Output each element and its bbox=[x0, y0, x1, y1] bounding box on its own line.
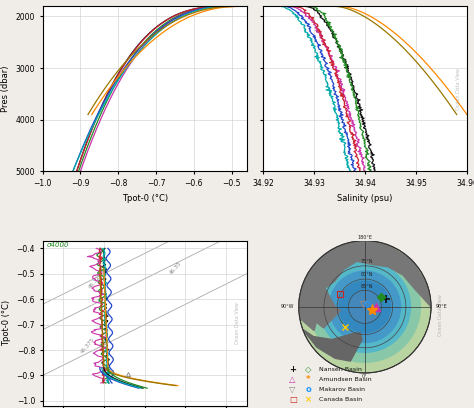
Y-axis label: Tpot-0 (°C): Tpot-0 (°C) bbox=[2, 300, 11, 346]
Circle shape bbox=[328, 271, 401, 343]
Circle shape bbox=[309, 251, 421, 363]
Text: σ4000: σ4000 bbox=[47, 242, 69, 248]
Circle shape bbox=[338, 280, 392, 333]
Circle shape bbox=[348, 290, 382, 324]
Polygon shape bbox=[303, 329, 362, 361]
Circle shape bbox=[299, 241, 431, 373]
Text: o: o bbox=[305, 385, 311, 394]
Text: 46.375: 46.375 bbox=[79, 337, 96, 355]
Text: Ocean Data View: Ocean Data View bbox=[456, 68, 461, 110]
Text: Nansen Basin: Nansen Basin bbox=[319, 367, 362, 372]
Text: 46.35: 46.35 bbox=[169, 261, 183, 276]
X-axis label: Salinity (psu): Salinity (psu) bbox=[337, 193, 392, 202]
Text: 180°E: 180°E bbox=[357, 235, 373, 240]
Text: Canada Basin: Canada Basin bbox=[319, 397, 362, 402]
Text: ▽: ▽ bbox=[289, 385, 295, 394]
Text: 90°W: 90°W bbox=[280, 304, 294, 309]
Text: 85°N: 85°N bbox=[360, 284, 373, 288]
Polygon shape bbox=[299, 284, 317, 330]
Text: +: + bbox=[289, 365, 296, 374]
Text: Ocean Data View: Ocean Data View bbox=[236, 302, 240, 344]
Polygon shape bbox=[299, 241, 431, 307]
Text: ◇: ◇ bbox=[305, 365, 312, 374]
Text: Makarov Basin: Makarov Basin bbox=[319, 387, 365, 392]
Text: 90°E: 90°E bbox=[436, 304, 448, 309]
Text: Ocean Data View: Ocean Data View bbox=[438, 294, 443, 336]
Circle shape bbox=[300, 242, 430, 372]
Circle shape bbox=[319, 261, 411, 353]
Text: 80°N: 80°N bbox=[360, 273, 373, 277]
Text: *: * bbox=[305, 375, 310, 384]
Text: 0°: 0° bbox=[362, 374, 368, 379]
Y-axis label: Pres (dbar): Pres (dbar) bbox=[1, 65, 10, 112]
X-axis label: Tpot-0 (°C): Tpot-0 (°C) bbox=[121, 193, 168, 202]
Text: △: △ bbox=[289, 375, 295, 384]
Text: □: □ bbox=[289, 395, 297, 404]
Text: 75°N: 75°N bbox=[360, 259, 373, 264]
Text: Amundsen Basin: Amundsen Basin bbox=[319, 377, 371, 382]
Polygon shape bbox=[310, 286, 340, 328]
Text: 46.325: 46.325 bbox=[88, 272, 104, 290]
Text: ×: × bbox=[305, 395, 312, 404]
Text: 4: 4 bbox=[110, 370, 114, 375]
